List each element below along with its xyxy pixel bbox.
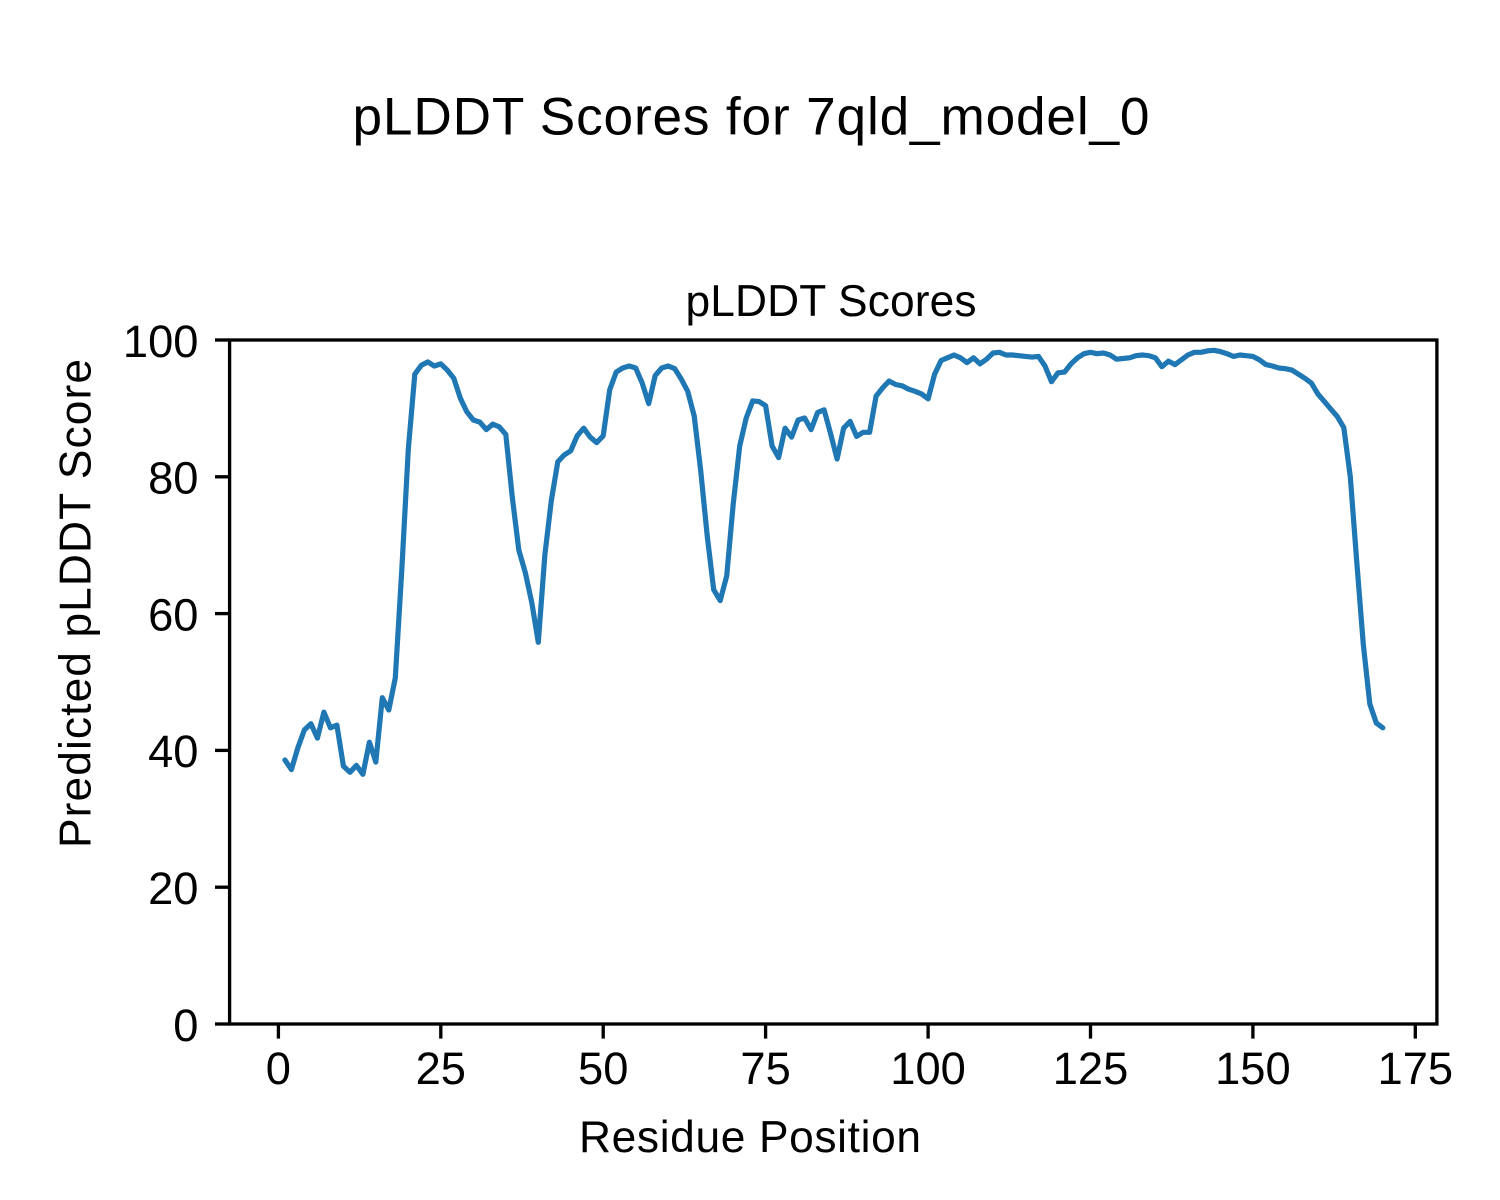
svg-text:0: 0: [173, 1000, 198, 1051]
svg-text:0: 0: [266, 1043, 291, 1094]
svg-text:Residue Position: Residue Position: [579, 1113, 921, 1162]
svg-text:25: 25: [416, 1043, 466, 1094]
svg-text:175: 175: [1378, 1043, 1454, 1094]
svg-text:20: 20: [148, 863, 198, 914]
svg-text:100: 100: [123, 316, 199, 367]
svg-text:40: 40: [148, 726, 198, 777]
svg-text:75: 75: [740, 1043, 790, 1094]
svg-text:150: 150: [1215, 1043, 1291, 1094]
svg-text:125: 125: [1053, 1043, 1129, 1094]
svg-text:Predicted pLDDT Score: Predicted pLDDT Score: [52, 359, 101, 848]
svg-text:50: 50: [578, 1043, 628, 1094]
svg-text:pLDDT Scores: pLDDT Scores: [686, 277, 977, 326]
svg-text:pLDDT Scores for 7qld_model_0: pLDDT Scores for 7qld_model_0: [353, 88, 1150, 147]
svg-text:60: 60: [148, 589, 198, 640]
svg-text:80: 80: [148, 453, 198, 504]
svg-text:100: 100: [890, 1043, 966, 1094]
